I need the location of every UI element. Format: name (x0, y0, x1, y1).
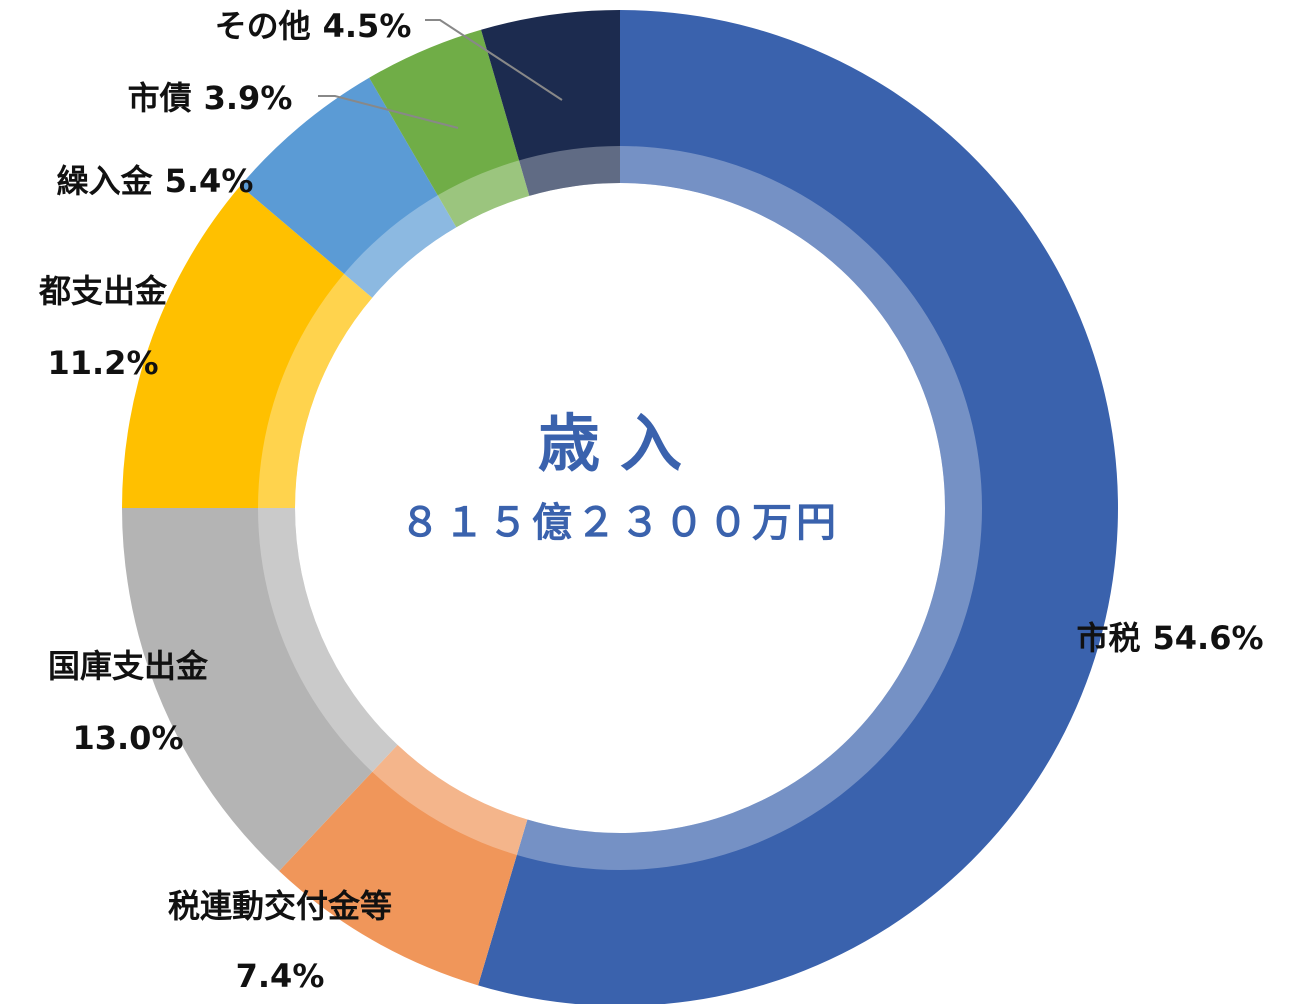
category-name: 都支出金 (38, 272, 168, 310)
leader-line (318, 95, 459, 129)
value-label: 4.5% (323, 7, 412, 45)
donut-segment (478, 10, 1118, 1004)
data-label: 税連動交付金等 (168, 887, 392, 925)
data-label: 繰入金 5.4% (57, 162, 254, 200)
category-name: 国庫支出金 (48, 647, 209, 685)
data-label: 市債 3.9% (128, 79, 293, 117)
category-name: 税連動交付金等 (168, 887, 392, 925)
leader-line (425, 19, 563, 101)
category-name: 市債 (128, 79, 192, 117)
donut-segment (122, 508, 398, 872)
data-label: 市税 54.6% (1076, 619, 1263, 657)
donut (122, 10, 1118, 1004)
donut-segment (240, 77, 457, 298)
category-name: 市税 (1076, 619, 1140, 657)
data-label: その他 4.5% (215, 7, 412, 45)
donut-segment (369, 29, 530, 228)
donut-segment (122, 185, 373, 509)
data-label: 国庫支出金 (48, 647, 209, 685)
donut-segment (481, 10, 620, 196)
donut-segment (279, 744, 528, 986)
value-label: 3.9% (204, 79, 293, 117)
data-label: 都支出金 (38, 272, 168, 310)
labels: 市税 54.6% 税連動交付金等 7.4% 国庫支出金 13.0% 都支出金 11.2% 繰入金… (38, 7, 1264, 995)
center-subtitle: ８１５億２３００万円 (400, 500, 840, 546)
category-name: 繰入金 (57, 162, 154, 200)
category-name: その他 (215, 7, 311, 45)
value-label: 5.4% (165, 162, 254, 200)
value-label: 13.0% (72, 719, 183, 757)
value-label: 7.4% (236, 957, 325, 995)
value-label: 11.2% (47, 344, 158, 382)
center-title: 歳入 (538, 407, 702, 480)
value-label: 54.6% (1153, 619, 1264, 657)
